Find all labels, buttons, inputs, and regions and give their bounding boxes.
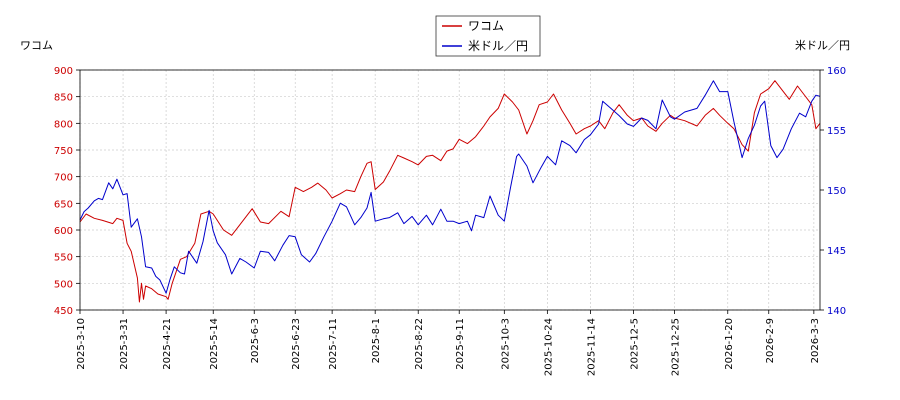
left-tick-label: 750 <box>54 146 73 157</box>
x-tick-label: 2025-3-10 <box>76 318 87 370</box>
left-tick-label: 850 <box>54 93 73 104</box>
legend: ワコム 米ドル／円 <box>435 15 541 57</box>
x-tick-label: 2025-3-31 <box>119 318 130 370</box>
right-tick-label: 160 <box>827 66 846 77</box>
legend-label-wacom: ワコム <box>468 19 504 33</box>
x-tick-label: 2025-6-3 <box>250 318 261 363</box>
plot-frame <box>79 69 821 311</box>
x-tick-label: 2025-12-25 <box>670 318 681 376</box>
series-line-usdjpy <box>79 80 821 294</box>
left-tick-label: 700 <box>54 173 73 184</box>
series-line-wacom <box>79 80 821 303</box>
x-tick-label: 2026-2-9 <box>765 318 776 363</box>
left-tick-label: 500 <box>54 279 73 290</box>
x-tick-label: 2025-4-21 <box>162 318 173 370</box>
grid-lines <box>79 69 820 311</box>
x-tick-label: 2025-9-11 <box>455 318 466 370</box>
legend-label-usdjpy: 米ドル／円 <box>468 39 528 53</box>
right-tick-label: 145 <box>827 246 846 257</box>
x-tick-label: 2025-8-1 <box>371 318 382 363</box>
x-tick-label: 2025-8-22 <box>414 318 425 370</box>
x-tick-label: 2025-7-11 <box>328 318 339 370</box>
right-tick-label: 155 <box>827 126 846 137</box>
left-tick-label: 800 <box>54 119 73 130</box>
x-tick-label: 2025-10-3 <box>500 318 511 370</box>
left-tick-label: 900 <box>54 66 73 77</box>
left-tick-label: 650 <box>54 199 73 210</box>
legend-box <box>435 15 541 57</box>
x-tick-label: 2025-6-23 <box>291 318 302 370</box>
right-tick-label: 150 <box>827 186 846 197</box>
right-tick-label: 140 <box>827 306 846 317</box>
x-tick-label: 2026-1-20 <box>724 318 735 370</box>
x-tick-label: 2026-3-3 <box>810 318 821 363</box>
left-tick-label: 550 <box>54 253 73 264</box>
right-axis-title: 米ドル／円 <box>795 39 850 52</box>
x-tick-label: 2025-12-5 <box>629 318 640 370</box>
axes <box>76 69 824 314</box>
x-tick-label: 2025-11-14 <box>586 318 597 376</box>
left-tick-label: 450 <box>54 306 73 317</box>
series-lines <box>79 80 821 303</box>
tick-labels: 450 500 550 600 650 700 750 800 850 900 140 145 150 1… <box>54 66 846 376</box>
x-tick-label: 2025-10-24 <box>543 318 554 376</box>
left-tick-label: 600 <box>54 226 73 237</box>
left-axis-title: ワコム <box>20 39 53 52</box>
x-tick-label: 2025-5-14 <box>209 318 220 370</box>
